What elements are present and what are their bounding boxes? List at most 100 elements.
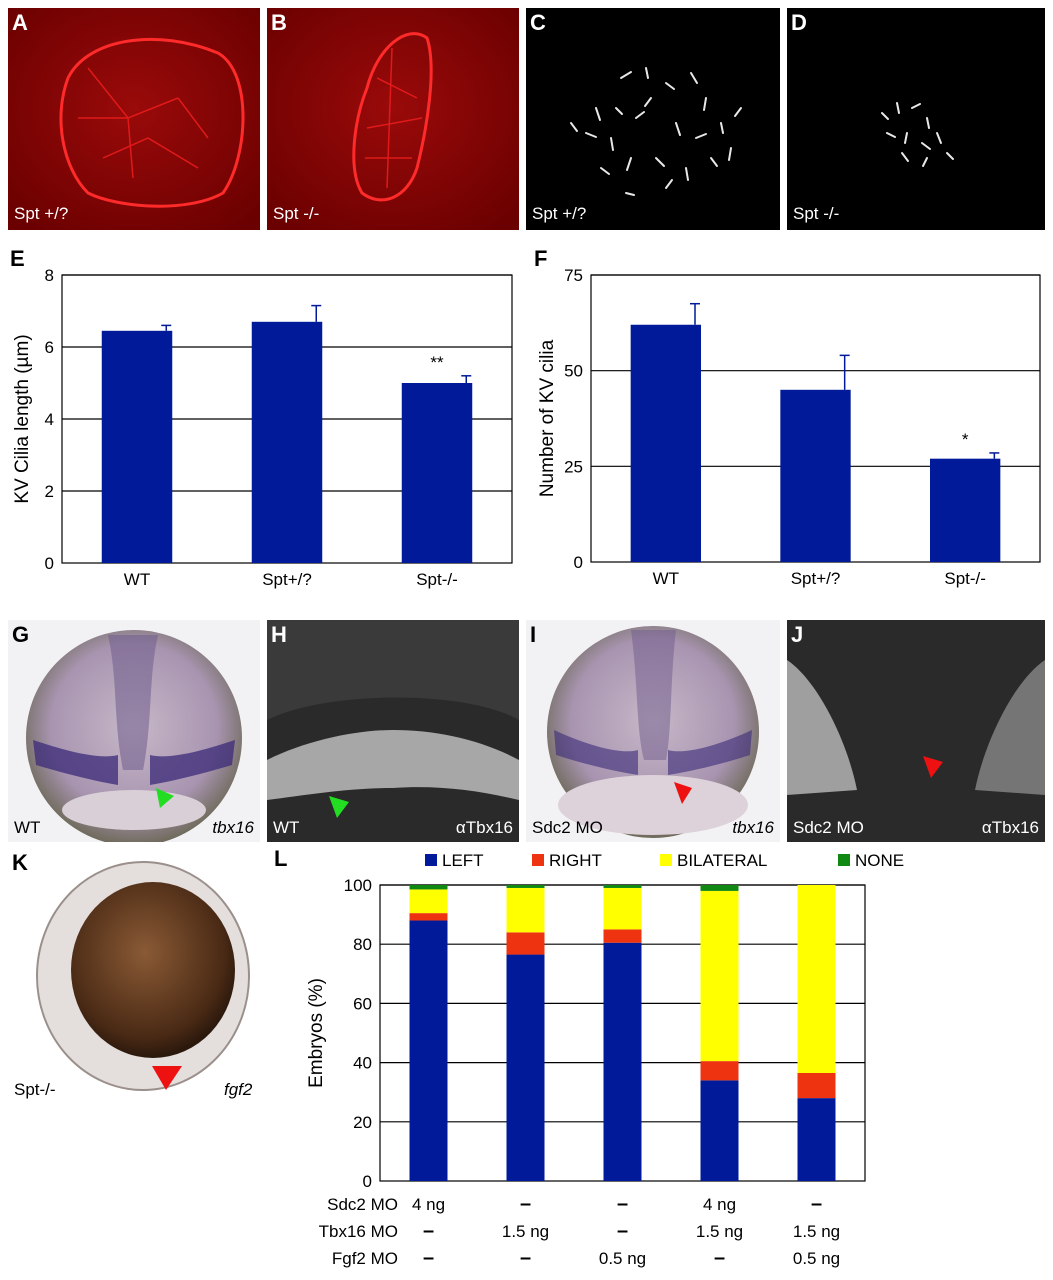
panel-letter-d: D: [791, 10, 807, 35]
chart-f-y-tick-label: 0: [574, 553, 583, 572]
chart-l-segment-left: [603, 942, 642, 1181]
chart-l-condition-label: Sdc2 MO: [327, 1195, 398, 1214]
chart-f-bar: [630, 324, 702, 562]
chart-e-y-tick-label: 0: [45, 554, 54, 573]
chart-l-segment-right: [409, 913, 448, 921]
panel-letter-a: A: [12, 10, 28, 35]
cilia-length-bar-chart: 0 2 4 6 8 WT Spt+/? ** Spt-/- KV Cilia length (µm…: [12, 266, 513, 589]
panel-h-gene-label: αTbx16: [455, 818, 513, 837]
chart-l-segment-right: [603, 929, 642, 943]
chart-l-y-axis-label: Embryos (%): [306, 978, 327, 1088]
panel-letter-g: G: [12, 622, 30, 647]
panel-letter-f: F: [534, 246, 548, 271]
embryo-fgf2-spt-mutant: [36, 861, 250, 1091]
panel-g-caption: WT: [14, 818, 41, 837]
chart-l-legend-label: RIGHT: [549, 851, 602, 870]
green-arrowhead: [329, 796, 349, 818]
embryo-tbx16-antibody-wt: [267, 620, 519, 842]
panel-j-gene-label: αTbx16: [981, 818, 1039, 837]
chart-l-condition-dose: 4 ng: [703, 1195, 736, 1214]
chart-e-y-tick-label: 4: [45, 410, 54, 429]
panel-h-caption: WT: [273, 818, 300, 837]
kv-membrane-stain-narrow: [267, 8, 519, 230]
chart-l-segment-bilateral: [700, 890, 739, 1062]
kv-cilia-stain-few: [881, 102, 954, 167]
chart-l-segment-right: [700, 1061, 739, 1081]
chart-e-x-tick-label: Spt-/-: [416, 570, 458, 589]
chart-e-bar: [401, 383, 473, 563]
chart-l-condition-dash: –: [617, 1220, 628, 1242]
red-arrowhead: [923, 756, 943, 778]
panel-j-image: J Sdc2 MO αTbx16: [787, 620, 1045, 842]
chart-e-y-tick-label: 6: [45, 338, 54, 357]
panel-a-image: A Spt +/?: [8, 8, 260, 230]
chart-l-legend-label: BILATERAL: [677, 851, 767, 870]
chart-l-segment-left: [506, 954, 545, 1181]
red-arrowhead: [152, 1066, 182, 1090]
panel-letter-b: B: [271, 10, 287, 35]
chart-f-y-tick-label: 25: [564, 457, 583, 476]
panel-e-chart: E 0 2 4 6 8 WT Spt+/? ** Spt-/- KV Cilia length (…: [0, 240, 520, 600]
panel-l-chart: L 0 20 40 60 80 100 Embryos (%) LEFT RIGHT BILATE…: [270, 842, 1053, 1280]
chart-l-segment-left: [409, 920, 448, 1181]
panel-c-image: C Spt +/?: [526, 8, 780, 230]
chart-l-condition-dash: –: [423, 1247, 434, 1269]
panel-letter-e: E: [10, 246, 25, 271]
panel-i-image: I Sdc2 MO tbx16: [526, 620, 780, 842]
embryo-tbx16-wt: [26, 630, 242, 842]
panel-g-gene-label: tbx16: [212, 818, 254, 837]
panel-b-image: B Spt -/-: [267, 8, 519, 230]
chart-e-x-tick-label: Spt+/?: [262, 570, 312, 589]
panel-a-caption: Spt +/?: [14, 204, 69, 223]
chart-l-condition-dose: 1.5 ng: [502, 1222, 549, 1241]
chart-l-segment-none: [603, 885, 642, 888]
red-arrowhead: [674, 782, 692, 804]
chart-l-segment-none: [409, 885, 448, 890]
chart-l-condition-label: Tbx16 MO: [319, 1222, 398, 1241]
chart-l-condition-dose: 1.5 ng: [696, 1222, 743, 1241]
panel-i-gene-label: tbx16: [732, 818, 774, 837]
chart-l-condition-dose: 0.5 ng: [599, 1249, 646, 1268]
chart-e-bar: [251, 321, 323, 563]
panel-c-caption: Spt +/?: [532, 204, 587, 223]
chart-f-bar: [929, 458, 1001, 562]
chart-l-segment-left: [797, 1098, 836, 1181]
chart-e-bar: [101, 330, 173, 563]
chart-f-y-axis-label: Number of KV cilia: [537, 339, 558, 497]
chart-e-x-tick-label: WT: [124, 570, 150, 589]
panel-letter-j: J: [791, 622, 804, 647]
panel-g-image: G WT tbx16: [8, 620, 260, 842]
chart-l-legend-swatch: [532, 854, 544, 866]
chart-l-legend-swatch: [660, 854, 672, 866]
laterality-stacked-bar-chart: 0 20 40 60 80 100 Embryos (%) LEFT RIGHT BILATERA…: [306, 851, 904, 1269]
chart-l-condition-dose: 4 ng: [412, 1195, 445, 1214]
panel-k-gene-label: fgf2: [224, 1080, 253, 1099]
embryo-tbx16-antibody-sdc2-mo: [787, 620, 1045, 842]
chart-l-segment-bilateral: [506, 887, 545, 933]
green-arrowhead: [156, 788, 174, 808]
panel-k-caption: Spt-/-: [14, 1080, 56, 1099]
chart-l-condition-dash: –: [714, 1247, 725, 1269]
chart-l-y-tick-label: 80: [353, 935, 372, 954]
chart-l-condition-label: Fgf2 MO: [332, 1249, 398, 1268]
chart-f-significance-mark: *: [962, 430, 969, 449]
panel-b-caption: Spt -/-: [273, 204, 320, 223]
chart-l-segment-none: [700, 885, 739, 891]
panel-d-image: D Spt -/-: [787, 8, 1045, 230]
chart-f-y-tick-label: 75: [564, 266, 583, 285]
chart-l-segment-none: [506, 885, 545, 888]
chart-e-y-tick-label: 8: [45, 266, 54, 285]
panel-d-caption: Spt -/-: [793, 204, 840, 223]
chart-e-y-tick-label: 2: [45, 482, 54, 501]
kv-membrane-stain-wide: [8, 8, 260, 230]
panel-letter-l: L: [274, 846, 288, 871]
chart-l-segment-bilateral: [409, 889, 448, 914]
chart-f-y-tick-label: 50: [564, 362, 583, 381]
chart-f-x-tick-label: WT: [653, 569, 679, 588]
panel-letter-c: C: [530, 10, 546, 35]
chart-l-y-tick-label: 100: [344, 876, 372, 895]
chart-l-segment-left: [700, 1080, 739, 1181]
chart-l-segment-bilateral: [797, 885, 836, 1073]
panel-j-caption: Sdc2 MO: [793, 818, 864, 837]
chart-l-y-tick-label: 20: [353, 1113, 372, 1132]
